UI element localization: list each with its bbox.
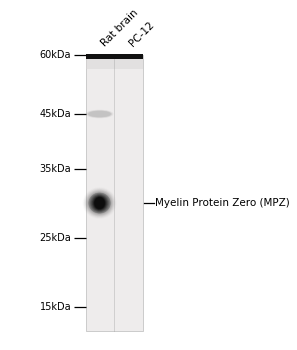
Ellipse shape <box>88 192 112 214</box>
Ellipse shape <box>90 194 109 212</box>
Ellipse shape <box>93 196 106 210</box>
Ellipse shape <box>91 195 108 211</box>
Ellipse shape <box>94 197 105 209</box>
Ellipse shape <box>89 193 110 213</box>
Ellipse shape <box>89 193 110 213</box>
Text: PC-12: PC-12 <box>127 20 156 48</box>
Bar <box>86 54 143 59</box>
Ellipse shape <box>93 196 106 210</box>
Ellipse shape <box>94 197 105 209</box>
Ellipse shape <box>94 197 105 209</box>
Ellipse shape <box>90 194 109 212</box>
Ellipse shape <box>89 194 110 213</box>
Text: Myelin Protein Zero (MPZ): Myelin Protein Zero (MPZ) <box>155 198 290 208</box>
Ellipse shape <box>93 196 106 210</box>
Ellipse shape <box>89 193 110 214</box>
Ellipse shape <box>91 195 108 211</box>
Text: 35kDa: 35kDa <box>40 164 71 174</box>
Text: 15kDa: 15kDa <box>40 302 71 312</box>
Ellipse shape <box>88 111 111 117</box>
Ellipse shape <box>92 195 107 211</box>
Bar <box>86 55 143 69</box>
Ellipse shape <box>92 195 107 211</box>
Text: 25kDa: 25kDa <box>40 233 71 243</box>
Ellipse shape <box>88 111 111 117</box>
Ellipse shape <box>93 196 106 210</box>
Ellipse shape <box>91 195 108 211</box>
Text: 60kDa: 60kDa <box>40 50 71 60</box>
Ellipse shape <box>94 197 106 210</box>
Ellipse shape <box>94 197 105 209</box>
Ellipse shape <box>90 194 109 212</box>
Ellipse shape <box>88 192 111 214</box>
Ellipse shape <box>91 195 108 211</box>
Ellipse shape <box>91 195 108 212</box>
Ellipse shape <box>92 196 107 211</box>
Ellipse shape <box>92 196 107 210</box>
Text: 45kDa: 45kDa <box>40 109 71 119</box>
Ellipse shape <box>91 194 109 212</box>
Ellipse shape <box>89 193 111 214</box>
Text: Rat brain: Rat brain <box>99 8 140 48</box>
Ellipse shape <box>89 193 110 213</box>
Ellipse shape <box>89 111 111 117</box>
Ellipse shape <box>90 194 109 212</box>
Bar <box>86 55 143 331</box>
Ellipse shape <box>94 197 105 209</box>
